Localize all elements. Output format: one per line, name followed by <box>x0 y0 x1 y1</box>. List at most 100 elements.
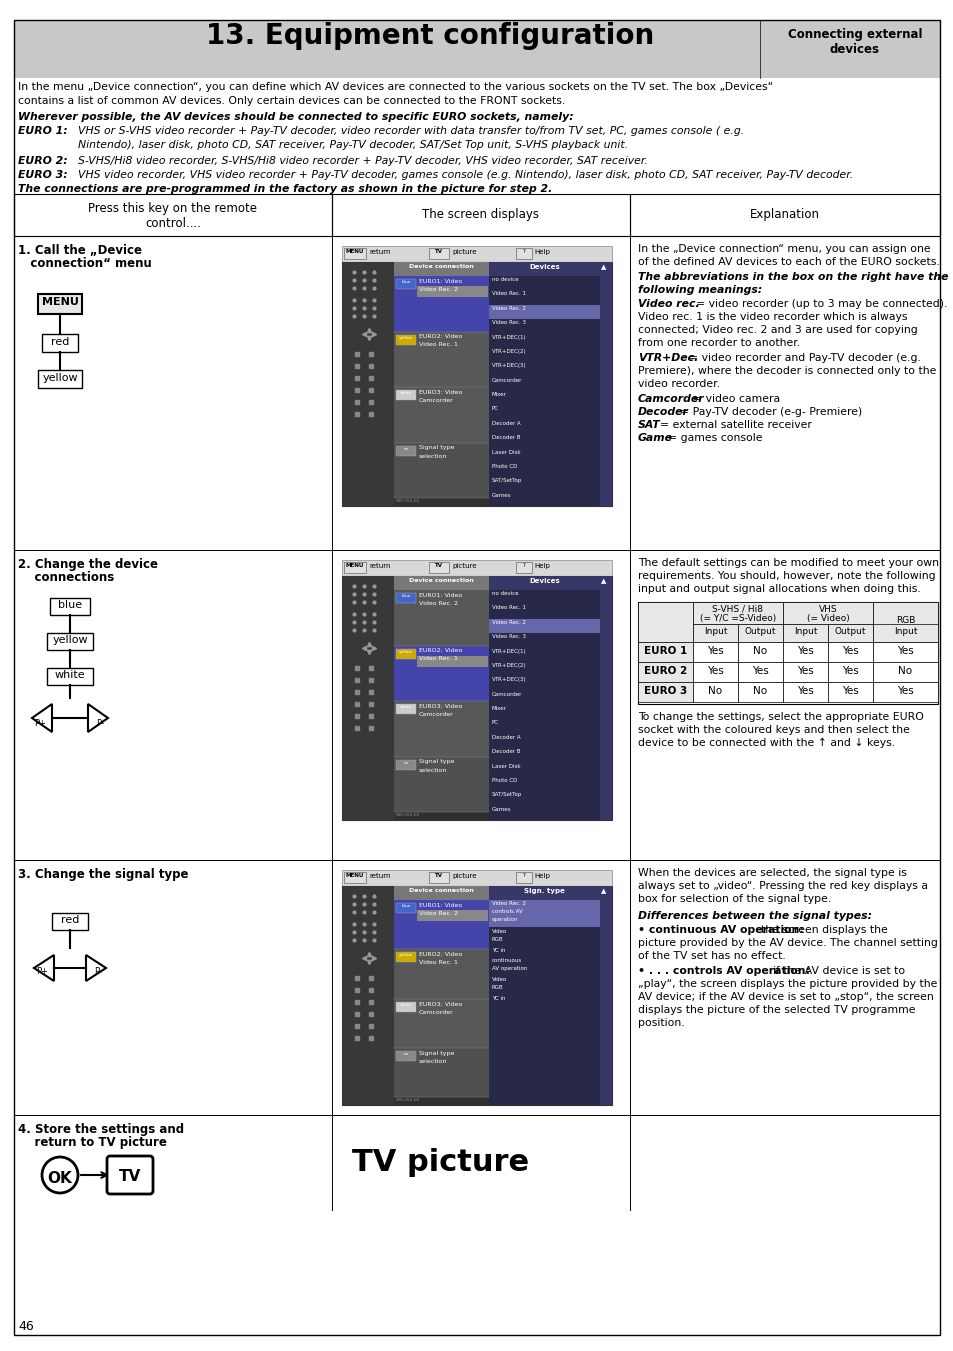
Text: Yes: Yes <box>797 686 813 696</box>
Text: EURO 1:: EURO 1: <box>18 126 68 136</box>
Text: 698-050-68: 698-050-68 <box>395 1098 419 1102</box>
Text: picture provided by the AV device. The channel setting: picture provided by the AV device. The c… <box>638 938 937 948</box>
Bar <box>395 648 416 658</box>
Bar <box>692 662 738 682</box>
Text: Games: Games <box>492 807 511 812</box>
Text: the screen displays the: the screen displays the <box>760 925 887 935</box>
Bar <box>827 682 872 703</box>
Bar <box>394 1048 489 1097</box>
Text: Decoder B: Decoder B <box>492 435 520 440</box>
Bar <box>395 280 416 289</box>
Text: Signal type: Signal type <box>418 1051 454 1055</box>
Bar <box>341 576 612 820</box>
Text: yellow: yellow <box>398 954 413 958</box>
Text: EURO1: Video: EURO1: Video <box>418 902 462 908</box>
Bar <box>394 576 489 820</box>
Text: red: red <box>51 336 70 347</box>
Text: ?: ? <box>522 563 525 567</box>
Text: The abbreviations in the box on the right have the: The abbreviations in the box on the righ… <box>638 272 947 282</box>
Text: Video Rec. 2: Video Rec. 2 <box>492 901 525 907</box>
Text: Camcorder: Camcorder <box>492 692 522 697</box>
Bar <box>42 334 78 353</box>
Text: S-VHS/Hi8 video recorder, S-VHS/Hi8 video recorder + Pay-TV decoder, VHS video r: S-VHS/Hi8 video recorder, S-VHS/Hi8 vide… <box>78 155 647 166</box>
Bar <box>872 662 937 682</box>
Bar <box>341 246 612 262</box>
Text: Input: Input <box>793 627 817 636</box>
Bar <box>692 603 782 624</box>
Text: EURO3: Video: EURO3: Video <box>418 1001 462 1006</box>
Text: requirements. You should, however, note the following: requirements. You should, however, note … <box>638 571 935 581</box>
Text: TV: TV <box>435 563 442 567</box>
Bar <box>394 757 489 812</box>
Text: Yes: Yes <box>797 646 813 657</box>
Text: Camcorder: Camcorder <box>418 712 454 717</box>
Text: YC in: YC in <box>492 996 505 1001</box>
Text: Decoder A: Decoder A <box>492 735 520 740</box>
Bar <box>516 871 532 884</box>
Text: TV: TV <box>119 1169 141 1183</box>
Text: Explanation: Explanation <box>749 208 820 222</box>
Text: • . . . controls AV operation:: • . . . controls AV operation: <box>638 966 809 975</box>
Bar <box>394 386 489 443</box>
Text: RGB: RGB <box>895 616 914 626</box>
Bar <box>394 443 489 499</box>
Bar <box>394 886 489 1105</box>
Bar <box>394 576 489 590</box>
Text: Video Rec. 1: Video Rec. 1 <box>418 343 457 347</box>
Bar <box>827 662 872 682</box>
Text: EURO 1: EURO 1 <box>643 646 686 657</box>
Text: YC in: YC in <box>492 948 505 952</box>
Text: Video Rec. 1: Video Rec. 1 <box>418 961 457 965</box>
Text: No: No <box>753 646 767 657</box>
Text: Signal type: Signal type <box>418 759 454 765</box>
Bar <box>394 950 489 998</box>
Text: P-: P- <box>96 719 104 727</box>
Text: ?: ? <box>522 249 525 254</box>
Text: Yes: Yes <box>751 666 768 676</box>
Text: Connecting external
devices: Connecting external devices <box>787 28 922 55</box>
Bar <box>489 262 612 507</box>
Bar <box>332 195 629 236</box>
Text: = Pay-TV decoder (e-g- Premiere): = Pay-TV decoder (e-g- Premiere) <box>679 407 862 417</box>
Text: OK: OK <box>48 1171 72 1186</box>
Text: red: red <box>61 915 79 925</box>
Bar <box>782 624 827 642</box>
Bar <box>47 634 92 650</box>
Text: box for selection of the signal type.: box for selection of the signal type. <box>638 894 830 904</box>
Text: 698-050-68: 698-050-68 <box>395 499 419 503</box>
Text: Premiere), where the decoder is connected only to the: Premiere), where the decoder is connecte… <box>638 366 936 376</box>
Bar <box>429 871 449 884</box>
Text: VTR+DEC(2): VTR+DEC(2) <box>492 663 526 667</box>
Text: RGB: RGB <box>492 938 503 942</box>
Bar <box>782 603 872 624</box>
Bar <box>395 593 416 603</box>
Text: VHS: VHS <box>818 605 837 613</box>
Bar <box>341 561 612 576</box>
Bar <box>599 576 612 820</box>
Text: P+: P+ <box>36 967 48 977</box>
Text: Help: Help <box>534 249 549 255</box>
Text: P-: P- <box>94 967 102 977</box>
Text: no device: no device <box>492 277 518 282</box>
Bar <box>344 249 366 259</box>
Text: VHS or S-VHS video recorder + Pay-TV decoder, video recorder with data transfer : VHS or S-VHS video recorder + Pay-TV dec… <box>78 126 743 136</box>
Text: white: white <box>399 705 412 709</box>
Text: Photo CD: Photo CD <box>492 778 517 782</box>
Bar <box>394 886 489 900</box>
Text: SAT/SetTop: SAT/SetTop <box>492 478 522 484</box>
Text: TV: TV <box>435 873 442 878</box>
Text: white: white <box>54 670 85 680</box>
Bar <box>394 499 489 507</box>
Bar <box>638 642 692 662</box>
Text: connected; Video rec. 2 and 3 are used for copying: connected; Video rec. 2 and 3 are used f… <box>638 326 917 335</box>
Text: Signal type: Signal type <box>418 446 454 450</box>
Bar <box>489 619 599 634</box>
Text: Video Rec. 1: Video Rec. 1 <box>492 605 525 611</box>
Text: Yes: Yes <box>797 666 813 676</box>
Text: SAT: SAT <box>638 420 659 430</box>
Text: Yes: Yes <box>841 686 858 696</box>
Text: device to be connected with the ↑ and ↓ keys.: device to be connected with the ↑ and ↓ … <box>638 738 894 748</box>
Text: continuous: continuous <box>492 958 521 963</box>
Text: of the TV set has no effect.: of the TV set has no effect. <box>638 951 785 961</box>
Text: S-VHS / Hi8: S-VHS / Hi8 <box>712 605 762 613</box>
